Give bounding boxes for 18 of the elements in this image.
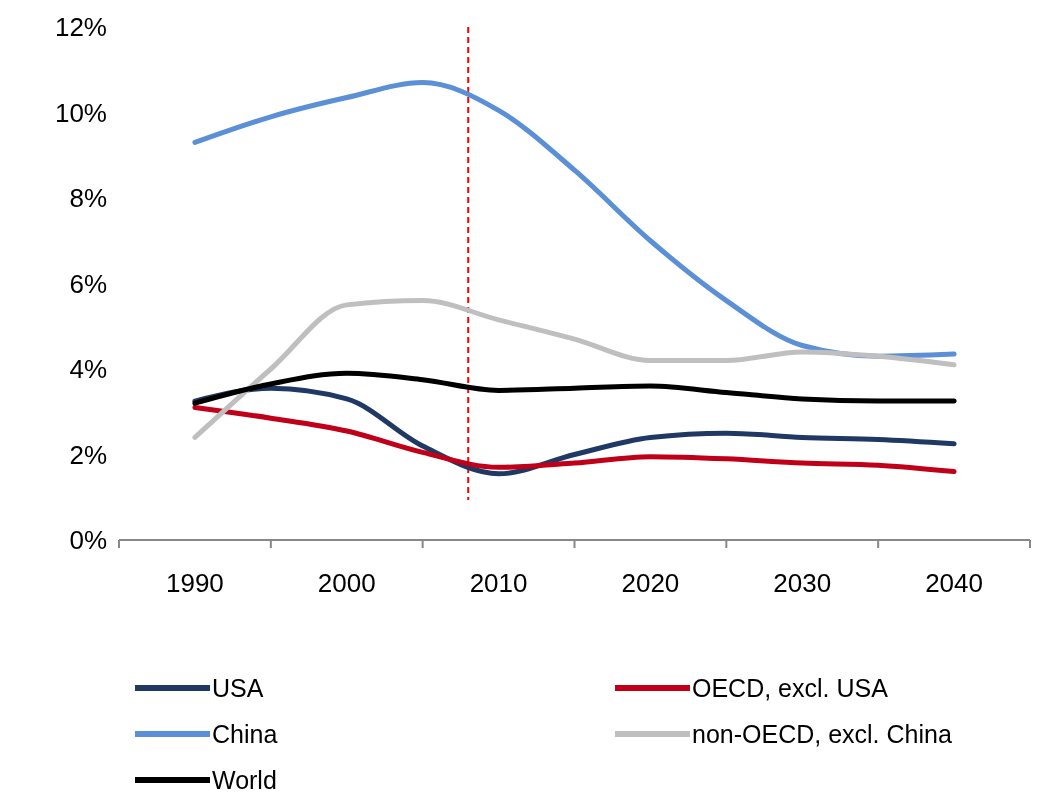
x-tick-label: 2030 xyxy=(773,568,832,598)
y-tick-label: 10% xyxy=(54,97,107,128)
x-tick-label: 2000 xyxy=(317,568,376,598)
legend-label: World xyxy=(212,765,277,794)
x-tick-label: 2020 xyxy=(621,568,680,598)
y-tick-label: 8% xyxy=(69,183,107,214)
legend-label: China xyxy=(212,719,278,748)
legend-label: USA xyxy=(212,673,264,702)
x-tick-label: 1990 xyxy=(165,568,224,598)
y-tick-label: 4% xyxy=(69,354,107,385)
x-tick-label: 2010 xyxy=(469,568,528,598)
legend-label: non-OECD, excl. China xyxy=(692,719,952,748)
legend-label: OECD, excl. USA xyxy=(692,673,889,702)
y-tick-label: 2% xyxy=(69,439,107,470)
y-tick-label: 6% xyxy=(69,268,107,299)
x-tick-label: 2040 xyxy=(925,568,984,598)
y-tick-label: 0% xyxy=(69,525,107,556)
y-tick-label: 12% xyxy=(54,12,107,43)
